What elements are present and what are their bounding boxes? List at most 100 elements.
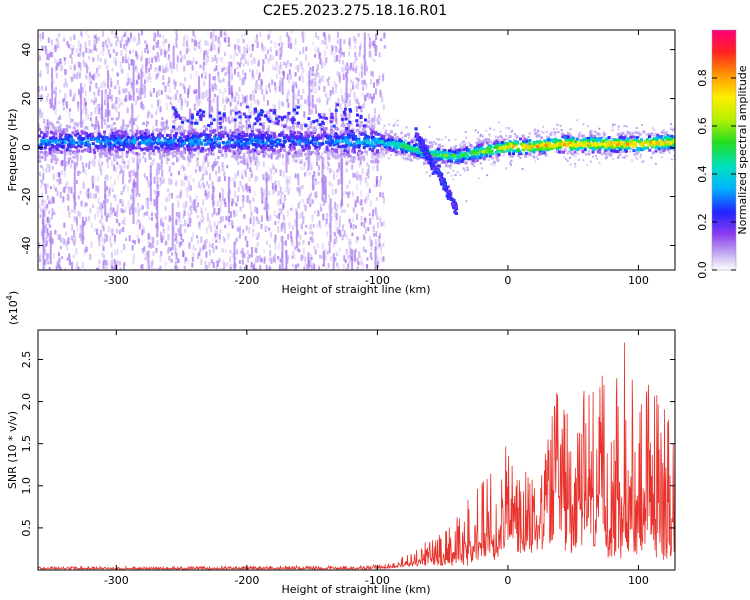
ridge-cell xyxy=(110,117,114,121)
ridge-cell xyxy=(82,137,86,141)
noise-cell xyxy=(225,33,228,40)
noise-cell xyxy=(59,234,62,240)
ridge-cell xyxy=(634,131,638,135)
noise-cell xyxy=(314,46,317,53)
noise-cell xyxy=(316,98,319,103)
noise-cell xyxy=(251,108,254,114)
noise-cell xyxy=(272,163,274,170)
noise-cell xyxy=(313,78,316,82)
noise-cell xyxy=(218,267,221,270)
noise-cell xyxy=(205,192,208,200)
noise-cell xyxy=(174,93,177,101)
noise-streak xyxy=(156,190,159,238)
noise-cell xyxy=(559,124,562,127)
noise-cell xyxy=(184,77,187,82)
noise-cell xyxy=(121,199,124,205)
noise-cell xyxy=(278,106,281,110)
noise-cell xyxy=(233,201,236,205)
noise-cell xyxy=(235,43,238,50)
noise-cell xyxy=(377,222,379,228)
noise-cell xyxy=(264,54,267,60)
noise-cell xyxy=(48,200,51,205)
noise-cell xyxy=(382,75,385,82)
noise-streak xyxy=(311,174,314,191)
noise-cell xyxy=(359,158,362,165)
noise-cell xyxy=(268,166,271,172)
noise-cell xyxy=(280,46,283,54)
noise-cell xyxy=(620,133,623,136)
noise-cell xyxy=(215,245,218,250)
noise-cell xyxy=(641,161,644,163)
ridge-cell xyxy=(216,156,220,160)
noise-cell xyxy=(76,47,79,54)
noise-cell xyxy=(267,215,270,222)
noise-cell xyxy=(45,62,47,67)
noise-cell xyxy=(191,256,194,262)
noise-cell xyxy=(338,60,341,64)
ridge-cell xyxy=(92,148,96,152)
noise-cell xyxy=(274,244,277,250)
ridge-cell xyxy=(83,143,87,147)
noise-cell xyxy=(214,37,217,42)
noise-cell xyxy=(368,236,371,241)
noise-cell xyxy=(119,43,122,48)
noise-cell xyxy=(116,72,119,77)
noise-cell xyxy=(203,157,206,164)
noise-cell xyxy=(342,74,345,80)
noise-cell xyxy=(127,77,130,85)
noise-streak xyxy=(140,68,143,96)
noise-cell xyxy=(256,236,259,240)
noise-cell xyxy=(326,231,329,237)
noise-cell xyxy=(365,66,368,72)
noise-cell xyxy=(594,154,597,157)
noise-cell xyxy=(129,32,132,38)
noise-cell xyxy=(191,201,194,208)
noise-cell xyxy=(161,169,164,177)
noise-cell xyxy=(49,186,52,190)
ridge-cell xyxy=(240,156,244,160)
noise-cell xyxy=(145,43,148,50)
noise-cell xyxy=(337,263,340,270)
noise-cell xyxy=(311,236,314,242)
ridge-cell xyxy=(158,132,162,136)
noise-cell xyxy=(128,63,131,70)
noise-cell xyxy=(168,88,171,94)
noise-cell xyxy=(97,160,100,166)
noise-cell xyxy=(382,104,385,110)
noise-cell xyxy=(618,153,621,156)
noise-cell xyxy=(269,47,272,52)
noise-cell xyxy=(659,144,662,147)
noise-cell xyxy=(174,85,176,90)
noise-cell xyxy=(231,152,234,157)
noise-cell xyxy=(506,137,509,140)
noise-cell xyxy=(357,33,360,37)
noise-cell xyxy=(130,194,133,199)
ridge-cell xyxy=(512,152,515,156)
noise-cell xyxy=(494,153,496,156)
ridge-cell xyxy=(97,137,101,141)
noise-cell xyxy=(67,205,70,211)
noise-cell xyxy=(466,168,469,171)
ridge-cell xyxy=(121,123,125,127)
noise-cell xyxy=(195,118,197,123)
noise-cell xyxy=(113,240,116,245)
noise-cell xyxy=(462,167,465,170)
noise-cell xyxy=(326,212,329,218)
noise-cell xyxy=(505,134,507,137)
noise-cell xyxy=(354,199,357,207)
noise-cell xyxy=(292,250,295,257)
noise-streak xyxy=(323,174,326,195)
ridge-cell xyxy=(177,145,180,149)
noise-cell xyxy=(38,204,41,209)
noise-streak xyxy=(374,44,377,56)
ridge-cell xyxy=(607,136,611,139)
noise-cell xyxy=(74,216,77,220)
noise-cell xyxy=(367,193,370,200)
noise-cell xyxy=(146,252,149,258)
ridge-cell xyxy=(144,128,148,132)
noise-cell xyxy=(104,59,107,65)
noise-cell xyxy=(104,39,107,46)
noise-cell xyxy=(72,69,75,76)
noise-cell xyxy=(341,95,344,102)
noise-cell xyxy=(473,165,476,168)
